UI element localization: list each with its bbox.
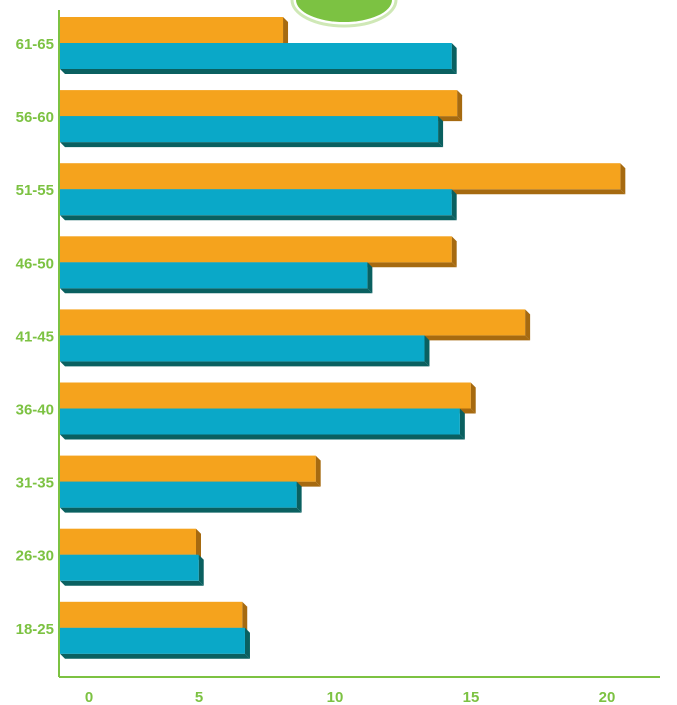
y-tick-label: 61-65 [16,36,54,53]
x-tick-labels: 0 5 10 15 20 [85,689,616,705]
y-tick-label: 51-55 [16,182,54,199]
y-tick-label: 46-50 [16,255,54,272]
bar-bottom-41-45 [60,335,430,367]
x-tick-label: 0 [85,689,93,705]
y-tick-label: 41-45 [16,328,54,345]
y-tick-label: 18-25 [16,621,54,638]
x-tick-label: 20 [599,689,616,705]
bar-bottom-18-25 [60,627,250,659]
x-tick-label: 10 [327,689,344,705]
bar-bottom-56-60 [60,116,444,148]
bar-bottom-61-65 [60,43,457,74]
bar-bottom-26-30 [60,554,204,586]
top-badge [290,0,398,28]
y-tick-label: 31-35 [16,475,54,492]
bar-bottom-31-35 [60,481,302,513]
x-tick-label: 15 [463,689,480,705]
y-tick-label: 36-40 [16,402,54,419]
bars-group [60,17,626,659]
y-tick-label: 56-60 [16,109,54,126]
bar-bottom-46-50 [60,262,373,294]
bar-bottom-51-55 [60,189,457,221]
x-tick-label: 5 [195,689,203,705]
y-tick-labels: 18-25 26-30 31-35 36-40 41-45 46-50 51-55 56-60… [16,36,54,638]
bar-bottom-36-40 [60,408,465,440]
y-tick-label: 26-30 [16,548,54,565]
